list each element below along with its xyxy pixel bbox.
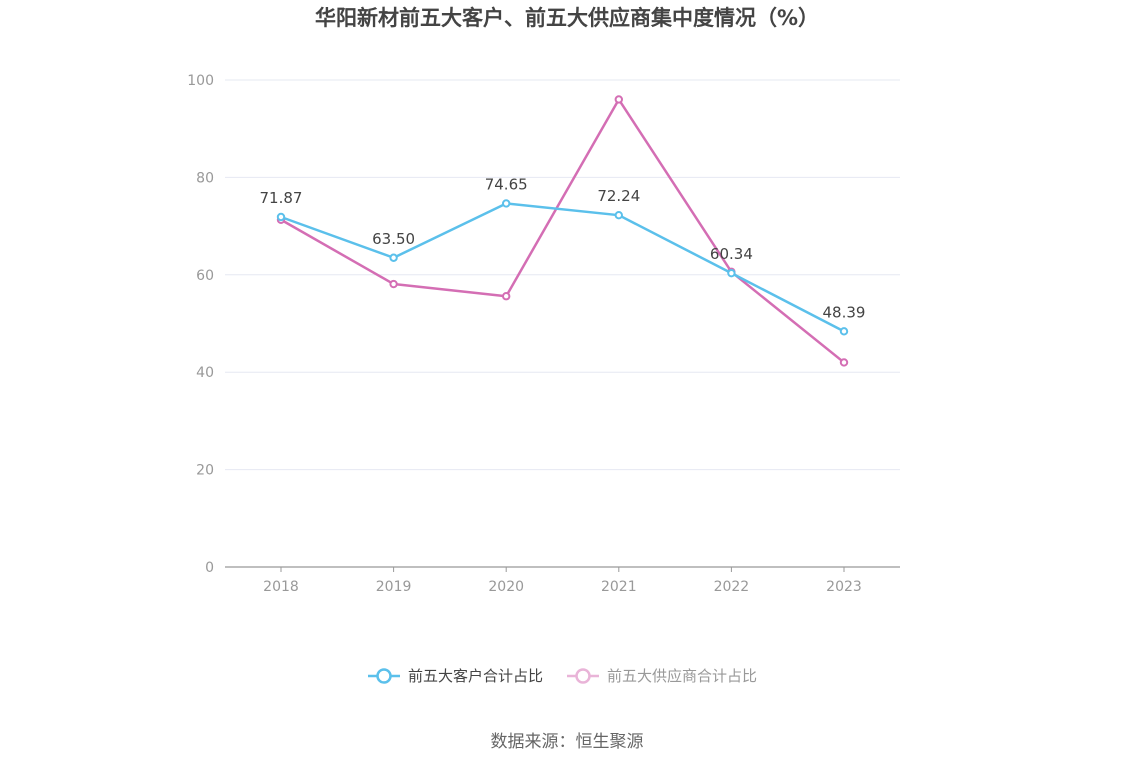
axis-layer: 0 20 40 60 80 100 2018 2019 2020 2021 2022 2023 bbox=[187, 73, 900, 595]
data-point-1[interactable] bbox=[502, 292, 511, 301]
x-tick-label: 2020 bbox=[488, 579, 524, 595]
y-tick-label: 20 bbox=[196, 463, 214, 479]
source-label: 数据来源：恒生聚源 bbox=[491, 732, 644, 752]
legend-marker-icon bbox=[376, 668, 392, 684]
series-layer bbox=[276, 95, 849, 367]
x-tick-label: 2022 bbox=[714, 579, 750, 595]
data-point-0[interactable] bbox=[839, 327, 849, 336]
data-label: 63.50 bbox=[372, 230, 415, 248]
y-tick-label: 0 bbox=[205, 560, 214, 576]
data-label: 71.87 bbox=[260, 189, 303, 207]
series-line-1 bbox=[280, 98, 845, 364]
series-line-0 bbox=[280, 202, 845, 333]
chart-title: 华阳新材前五大客户、前五大供应商集中度情况（%） bbox=[315, 6, 819, 30]
x-tick-label: 2019 bbox=[376, 579, 412, 595]
data-point-0[interactable] bbox=[389, 253, 398, 262]
data-label: 60.34 bbox=[710, 245, 753, 263]
legend-item-0[interactable]: 前五大客户合计占比 bbox=[368, 667, 543, 685]
legend-item-1[interactable]: 前五大供应商合计占比 bbox=[567, 667, 757, 685]
data-point-0[interactable] bbox=[727, 268, 736, 278]
y-tick-label: 80 bbox=[196, 170, 214, 186]
x-tick-label: 2021 bbox=[601, 579, 637, 595]
data-point-1[interactable] bbox=[839, 358, 849, 367]
data-label: 74.65 bbox=[485, 175, 528, 193]
data-point-0[interactable] bbox=[276, 212, 286, 222]
legend[interactable]: 前五大客户合计占比 前五大供应商合计占比 bbox=[368, 667, 757, 685]
data-label-layer: 71.87 63.50 74.65 72.24 60.34 48.39 bbox=[260, 175, 866, 321]
x-tick-label: 2018 bbox=[263, 579, 299, 595]
data-point-1[interactable] bbox=[389, 279, 398, 289]
y-tick-label: 40 bbox=[196, 365, 214, 381]
y-tick-label: 60 bbox=[196, 268, 214, 284]
grid-layer bbox=[225, 79, 900, 471]
data-point-1[interactable] bbox=[614, 95, 623, 104]
data-point-0[interactable] bbox=[502, 199, 511, 208]
data-label: 72.24 bbox=[597, 187, 640, 205]
y-tick-label: 100 bbox=[187, 73, 214, 89]
legend-label: 前五大供应商合计占比 bbox=[607, 667, 757, 685]
data-point-0[interactable] bbox=[614, 210, 623, 220]
legend-label: 前五大客户合计占比 bbox=[408, 667, 543, 685]
data-label: 48.39 bbox=[823, 303, 866, 321]
x-tick-label: 2023 bbox=[826, 579, 862, 595]
legend-marker-icon bbox=[575, 668, 591, 684]
